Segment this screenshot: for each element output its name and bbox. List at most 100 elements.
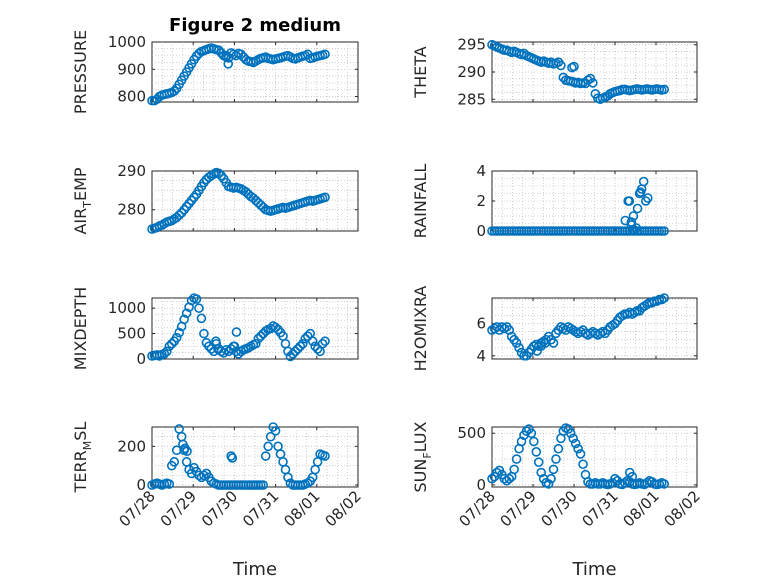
- data-point: [307, 336, 318, 347]
- data-point: [578, 459, 588, 470]
- data-point: [260, 451, 271, 461]
- y-tick-label: 290: [457, 63, 486, 81]
- data-point: [492, 467, 502, 478]
- data-point: [551, 454, 561, 464]
- data-point: [194, 303, 204, 313]
- data-point: [297, 338, 308, 349]
- data-point: [543, 479, 554, 489]
- data-point: [174, 210, 184, 220]
- y-axis-label: AIRTEMP: [71, 167, 94, 234]
- y-tick-label: 0: [136, 350, 146, 368]
- data-point: [570, 438, 581, 449]
- data-point: [521, 426, 532, 436]
- data-point: [553, 443, 564, 454]
- data-point: [166, 338, 177, 349]
- data-point: [659, 84, 670, 95]
- data-point: [169, 86, 180, 96]
- data-point: [529, 436, 539, 447]
- y-tick-label: 4: [476, 347, 486, 365]
- data-point: [659, 293, 670, 303]
- y-axis-label: THETA: [411, 46, 430, 98]
- data-point: [504, 473, 515, 484]
- y-tick-label: 280: [117, 201, 146, 219]
- data-point: [320, 49, 330, 60]
- y-axis-label: H2OMIXRA: [411, 286, 430, 372]
- data-point: [213, 344, 223, 354]
- x-tick-label: 08/01: [620, 487, 663, 530]
- data-point: [573, 443, 583, 454]
- data-point: [536, 467, 547, 478]
- subplot-6: 07/2807/2907/3007/3108/0108/020200TERRMS…: [71, 422, 365, 580]
- subplot-2: 280 290 AIRTEMP: [71, 162, 359, 235]
- data-point: [487, 473, 497, 484]
- data-point: [191, 294, 202, 304]
- x-tick-label: 07/30: [198, 487, 241, 530]
- data-point: [546, 473, 556, 484]
- data-point: [270, 426, 281, 436]
- data-point: [526, 428, 537, 439]
- data-point: [265, 431, 276, 442]
- data-point: [511, 338, 522, 348]
- data-point: [624, 196, 635, 206]
- data-point: [164, 479, 175, 489]
- data-point: [258, 202, 269, 213]
- x-axis-label: Time: [232, 559, 277, 580]
- y-tick-label: 285: [457, 90, 486, 108]
- x-tick-label: 07/30: [538, 487, 581, 530]
- data-point: [196, 313, 207, 324]
- data-point: [283, 472, 293, 483]
- data-point: [255, 331, 266, 341]
- data-point: [320, 451, 330, 461]
- data-point: [162, 346, 172, 357]
- chart-title: Figure 2 medium: [169, 15, 341, 36]
- data-point: [575, 449, 586, 459]
- data-point: [642, 193, 653, 203]
- data-point: [620, 215, 631, 226]
- data-point: [169, 457, 180, 467]
- data-point: [556, 60, 566, 71]
- data-point: [540, 338, 551, 348]
- data-point: [533, 457, 544, 467]
- y-tick-label: 0: [136, 476, 146, 494]
- y-tick-label: 6: [476, 315, 486, 333]
- y-tick-label: 4: [476, 162, 486, 180]
- data-point: [659, 226, 670, 236]
- data-point: [568, 433, 578, 444]
- y-axis-label: SUNFLUX: [411, 421, 434, 492]
- data-point: [610, 473, 620, 484]
- y-tick-label: 0: [476, 476, 486, 494]
- data-point: [569, 61, 579, 72]
- y-tick-label: 500: [457, 424, 486, 442]
- subplot-5: 4 6 H2OMIXRA: [411, 286, 698, 372]
- data-point: [509, 464, 519, 475]
- data-point: [199, 328, 209, 339]
- x-tick-label: 07/31: [579, 487, 622, 530]
- data-point: [295, 341, 306, 352]
- data-point: [213, 168, 224, 179]
- data-point: [179, 314, 189, 325]
- x-tick-label: 08/02: [322, 487, 365, 530]
- data-point: [626, 220, 637, 230]
- data-point: [231, 327, 242, 337]
- x-axis-label: Time: [571, 559, 616, 580]
- data-point: [302, 478, 313, 488]
- subplot-7: 07/2807/2907/3007/3108/0108/020500SUNFLU…: [411, 421, 704, 580]
- data-point: [290, 346, 301, 357]
- data-point: [638, 176, 649, 187]
- data-point: [312, 344, 323, 354]
- data-point: [628, 224, 639, 235]
- data-point: [516, 436, 527, 447]
- data-point: [194, 48, 204, 59]
- data-point: [317, 338, 328, 349]
- x-tick-label: 08/02: [661, 487, 704, 530]
- x-tick-label: 07/29: [157, 487, 200, 530]
- data-point: [199, 470, 209, 481]
- y-tick-label: 0: [476, 222, 486, 240]
- data-point: [251, 338, 261, 349]
- data-point: [159, 349, 170, 359]
- data-point: [213, 45, 224, 55]
- data-point: [659, 479, 670, 489]
- y-tick-label: 2: [476, 192, 486, 210]
- data-point: [186, 295, 197, 306]
